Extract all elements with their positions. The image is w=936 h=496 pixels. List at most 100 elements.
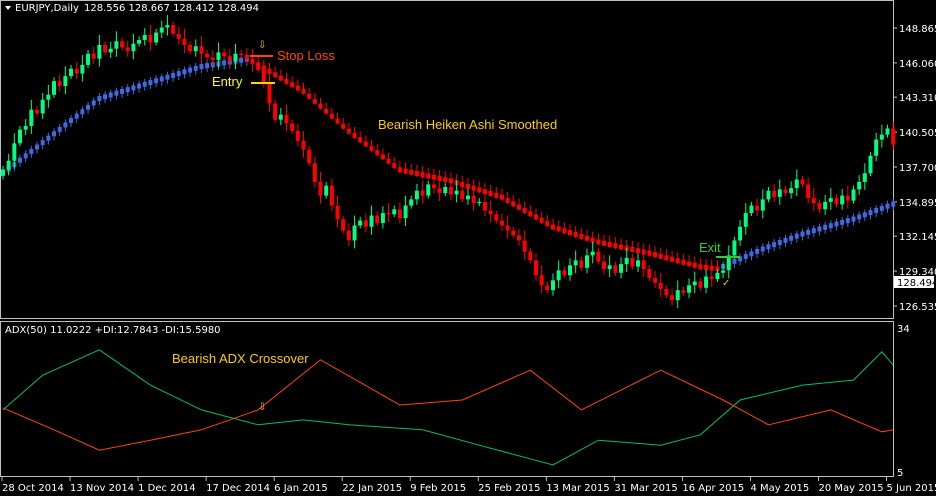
bear-candle — [148, 35, 153, 43]
ha-bar — [35, 144, 40, 150]
bear-candle — [182, 38, 187, 45]
bear-candle — [806, 184, 811, 199]
bear-candle — [386, 213, 391, 215]
bear-candle — [431, 184, 436, 189]
ha-bar — [596, 239, 601, 245]
bull-candle — [704, 276, 709, 288]
bear-candle — [658, 282, 663, 290]
ha-bar — [329, 113, 334, 119]
bull-candle — [233, 53, 238, 62]
time-tick-label: 31 Mar 2015 — [614, 483, 677, 494]
ha-bar — [482, 189, 487, 195]
bull-candle — [879, 134, 884, 140]
bear-candle — [205, 53, 210, 58]
ha-bar — [301, 88, 306, 94]
bear-candle — [57, 81, 62, 87]
ha-bar — [403, 168, 408, 174]
ha-bar — [222, 60, 227, 66]
bear-candle — [91, 53, 96, 59]
ha-bar — [539, 217, 544, 223]
dropdown-triangle-icon[interactable] — [5, 6, 11, 10]
ha-bar — [307, 93, 312, 99]
bull-candle — [69, 68, 74, 77]
ha-bar — [698, 264, 703, 270]
ha-bar — [431, 174, 436, 180]
bear-candle — [267, 82, 272, 104]
bull-candle — [624, 257, 629, 265]
ha-bar — [409, 169, 414, 175]
bear-candle — [188, 44, 193, 52]
current-price-box — [894, 276, 934, 288]
ha-bar — [443, 177, 448, 183]
ha-bar — [341, 123, 346, 129]
bear-candle — [176, 33, 181, 39]
bear-candle — [800, 179, 805, 185]
ha-bar — [460, 182, 465, 188]
bear-candle — [301, 140, 306, 150]
ha-bar — [760, 246, 765, 252]
bear-candle — [494, 214, 499, 221]
bear-candle — [460, 190, 465, 200]
heiken-ashi-smoothed — [1, 52, 896, 273]
current-price-label: 128.494 — [897, 278, 936, 289]
bull-candle — [352, 225, 357, 241]
ha-bar — [636, 248, 641, 254]
time-tick-label: 25 Feb 2015 — [478, 483, 540, 494]
adx-crossover-label: Bearish ADX Crossover — [172, 351, 309, 366]
bull-candle — [131, 43, 136, 52]
ha-bar — [205, 63, 210, 69]
bear-candle — [755, 205, 760, 211]
ha-bar — [857, 214, 862, 220]
time-tick-label: 22 Jan 2015 — [342, 483, 402, 494]
bear-candle — [653, 277, 658, 283]
ha-bar — [879, 205, 884, 211]
ha-bar — [420, 172, 425, 178]
bull-candle — [369, 215, 374, 227]
ha-bar — [528, 211, 533, 217]
ha-bar — [295, 85, 300, 91]
bull-candle — [426, 184, 431, 196]
ha-bar — [380, 154, 385, 160]
main-pane-border — [0, 0, 894, 319]
ha-bar — [108, 92, 113, 98]
bull-candle — [687, 285, 692, 293]
ha-bar — [664, 255, 669, 261]
ha-bar — [335, 118, 340, 124]
ha-bar — [91, 100, 96, 106]
ha-bar — [840, 219, 845, 225]
bear-candle — [120, 41, 125, 48]
ha-bar — [817, 226, 822, 232]
ha-bar — [57, 126, 62, 132]
ha-bar — [363, 141, 368, 147]
price-tick-label: 126.535 — [899, 302, 936, 313]
bull-candle — [97, 44, 102, 59]
bull-candle — [216, 52, 221, 60]
ha-bar — [488, 191, 493, 197]
ha-bar — [675, 258, 680, 264]
bear-candle — [290, 123, 295, 131]
ha-bar — [885, 203, 890, 209]
bull-candle — [794, 179, 799, 189]
bear-candle — [505, 225, 510, 231]
bull-candle — [766, 190, 771, 200]
bull-candle — [29, 109, 34, 126]
bear-candle — [239, 53, 244, 55]
bear-candle — [488, 210, 493, 215]
ha-bar — [312, 98, 317, 104]
bear-candle — [511, 230, 516, 236]
ha-bar — [40, 140, 45, 146]
ha-bar — [154, 78, 159, 84]
bull-candle — [738, 226, 743, 241]
bear-candle — [437, 188, 442, 194]
ha-bar — [828, 223, 833, 229]
time-tick-label: 13 Mar 2015 — [546, 483, 609, 494]
ha-bar — [352, 132, 357, 138]
ha-bar — [845, 218, 850, 224]
ha-bar — [766, 244, 771, 250]
ha-bar — [800, 231, 805, 237]
bear-candle — [210, 57, 215, 60]
bear-candle — [528, 251, 533, 261]
ha-bar — [777, 240, 782, 246]
ha-bar — [18, 157, 23, 163]
